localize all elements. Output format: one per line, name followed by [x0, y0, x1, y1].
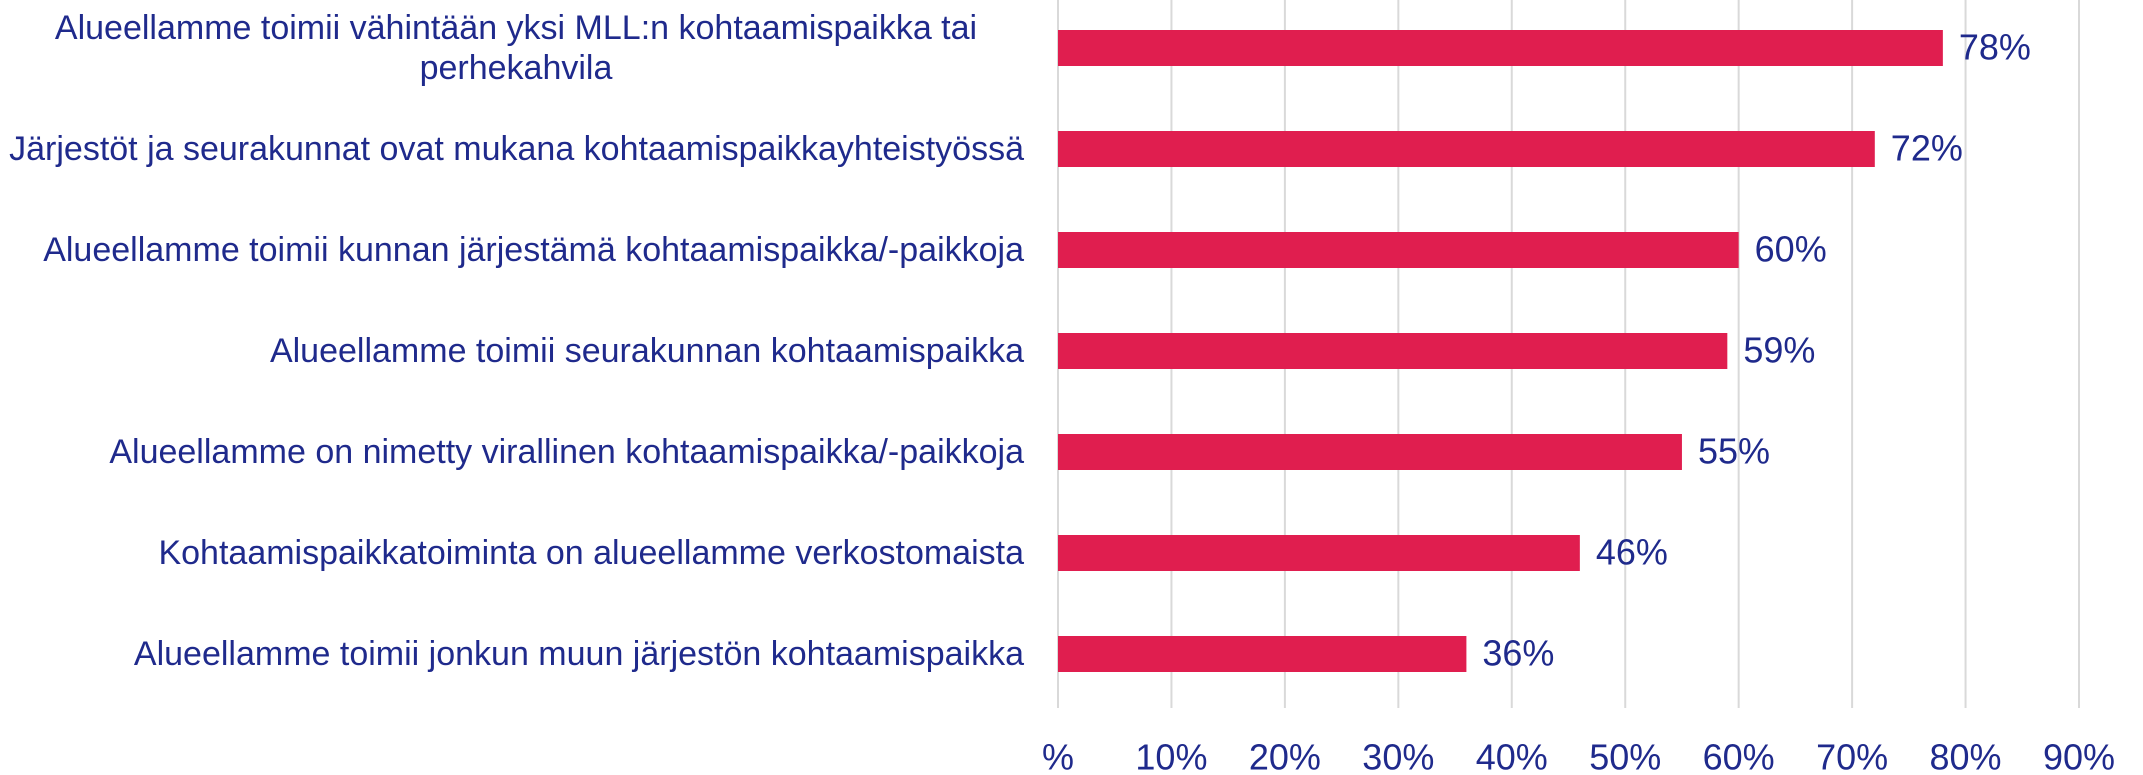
category-label-box: Alueellamme on nimetty virallinen kohtaa…: [8, 402, 1024, 502]
x-tick-label: 80%: [1930, 737, 2002, 775]
category-label-box: Alueellamme toimii seurakunnan kohtaamis…: [8, 301, 1024, 401]
bar: [1058, 30, 1943, 66]
value-label: 72%: [1891, 128, 1963, 169]
value-label: 59%: [1743, 330, 1815, 371]
bar: [1058, 333, 1728, 369]
category-label-box: Alueellamme toimii jonkun muun järjestön…: [8, 604, 1024, 704]
value-label: 36%: [1482, 633, 1554, 674]
x-tick-label: 10%: [1135, 737, 1207, 775]
category-label-box: Kohtaamispaikkatoiminta on alueellamme v…: [8, 503, 1024, 603]
y-tick-label: Kohtaamispaikkatoiminta on alueellamme v…: [158, 534, 1024, 572]
value-label: 55%: [1698, 431, 1770, 472]
x-tick-label: 60%: [1703, 737, 1775, 775]
bar: [1058, 434, 1682, 470]
y-tick-label: Alueellamme toimii kunnan järjestämä koh…: [43, 231, 1024, 269]
value-label: 78%: [1959, 27, 2031, 68]
category-label-box: Alueellamme toimii kunnan järjestämä koh…: [8, 200, 1024, 300]
y-tick-label: Alueellamme toimii vähintään yksi MLL:n …: [54, 9, 978, 87]
x-tick-label: 70%: [1816, 737, 1888, 775]
x-tick-label: 40%: [1476, 737, 1548, 775]
category-label-box: Alueellamme toimii vähintään yksi MLL:n …: [8, 0, 1024, 98]
y-tick-label: Alueellamme toimii seurakunnan kohtaamis…: [269, 332, 1024, 370]
x-tick-label: 90%: [2043, 737, 2115, 775]
bar: [1058, 636, 1467, 672]
x-tick-label: 30%: [1362, 737, 1434, 775]
x-tick-label: %: [1042, 737, 1074, 775]
y-tick-label: Järjestöt ja seurakunnat ovat mukana koh…: [9, 130, 1024, 168]
x-tick-label: 20%: [1249, 737, 1321, 775]
value-label: 46%: [1596, 532, 1668, 573]
bar: [1058, 131, 1875, 167]
bar: [1058, 535, 1580, 571]
category-label-box: Järjestöt ja seurakunnat ovat mukana koh…: [8, 99, 1024, 199]
y-tick-label: Alueellamme on nimetty virallinen kohtaa…: [109, 433, 1024, 471]
x-tick-label: 50%: [1589, 737, 1661, 775]
y-tick-label: Alueellamme toimii jonkun muun järjestön…: [133, 635, 1024, 673]
value-label: 60%: [1755, 229, 1827, 270]
bar: [1058, 232, 1739, 268]
